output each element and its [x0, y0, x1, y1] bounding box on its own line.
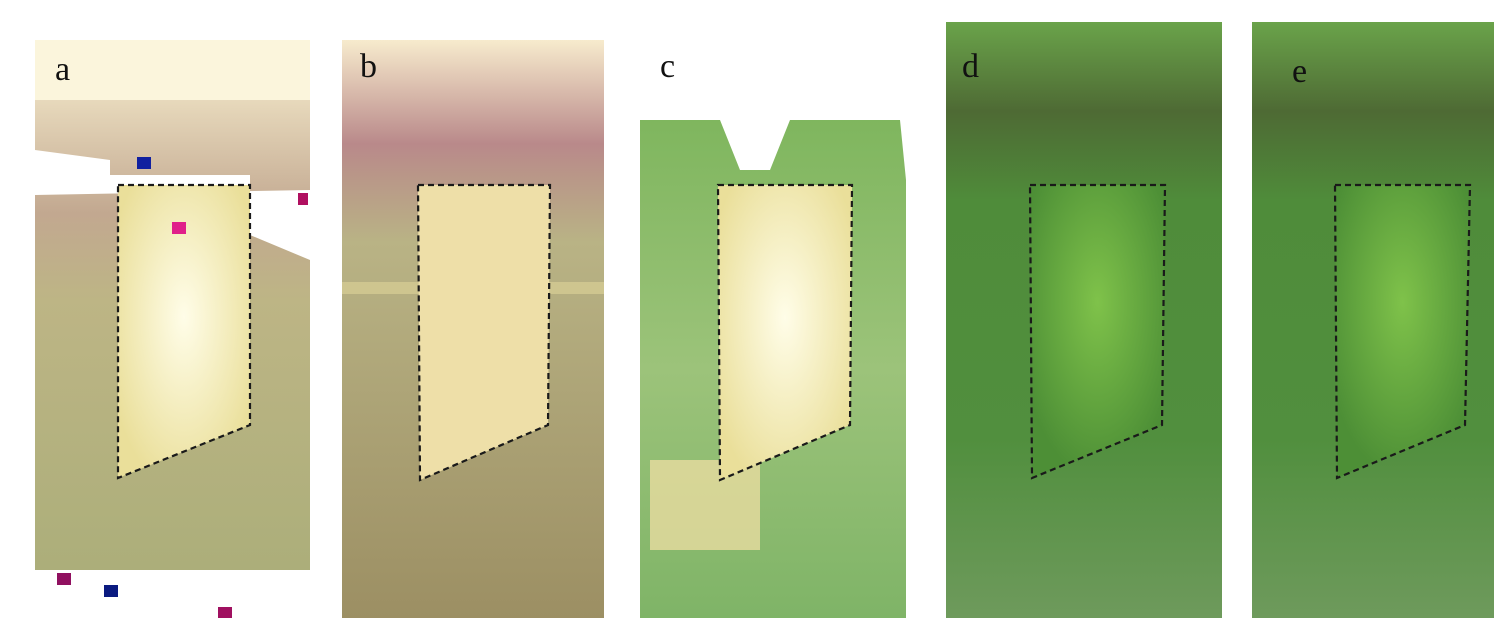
pixel — [104, 585, 118, 597]
cloud-mask — [35, 570, 310, 618]
panel-a: a — [35, 40, 310, 618]
panel-label: c — [660, 48, 675, 85]
pixel — [137, 157, 151, 169]
image — [650, 460, 760, 550]
figure: a b c d e — [0, 0, 1494, 618]
panel-label: e — [1292, 53, 1307, 90]
image — [35, 40, 310, 100]
pixel — [298, 193, 308, 205]
panel-label: b — [360, 48, 377, 85]
panel-d: d — [946, 22, 1222, 618]
pixel — [57, 573, 71, 585]
panel-label: d — [962, 48, 979, 85]
panel-e: e — [1252, 22, 1494, 618]
panel-b: b — [342, 40, 604, 618]
pixel — [218, 607, 232, 618]
panel-label: a — [55, 51, 70, 88]
pixel — [172, 222, 186, 234]
panel-c: c — [640, 48, 906, 618]
